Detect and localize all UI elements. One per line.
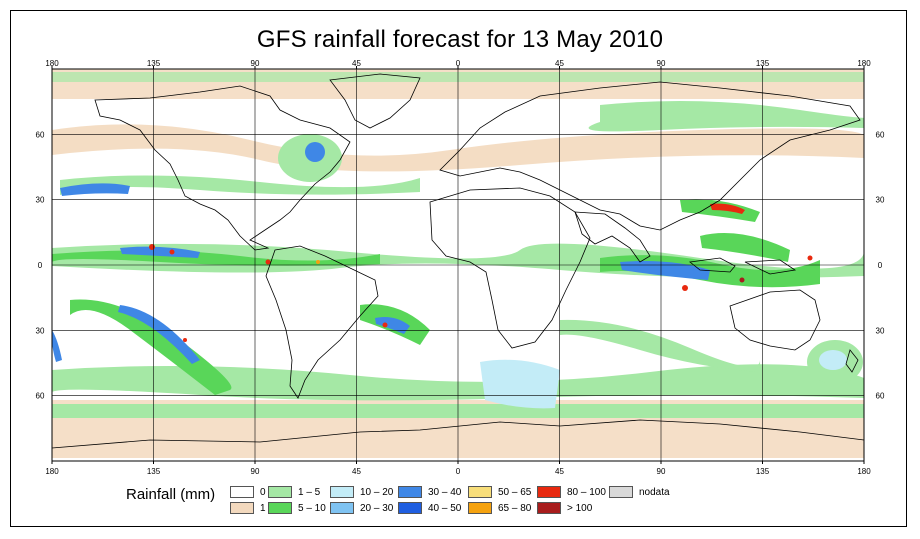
- legend-title: Rainfall (mm): [126, 486, 216, 503]
- legend-label: 50 – 65: [498, 486, 532, 498]
- legend-label: 0: [260, 486, 266, 498]
- lon-tick-label-top: 90: [657, 59, 666, 68]
- lon-tick-label-bottom: 0: [456, 467, 461, 476]
- lat-tick-label-right: 60: [876, 130, 885, 139]
- legend-entry: 1: [230, 502, 266, 514]
- lat-tick-label-left: 60: [36, 130, 45, 139]
- legend-entry: 50 – 65: [468, 486, 531, 498]
- legend-label: 65 – 80: [498, 502, 532, 514]
- legend-label: 30 – 40: [428, 486, 462, 498]
- legend-label: 40 – 50: [428, 502, 462, 514]
- legend-swatch: [330, 486, 354, 498]
- legend-entry: nodata: [609, 486, 670, 498]
- lon-tick-label-top: 0: [456, 59, 461, 68]
- lon-tick-label-top: 135: [147, 59, 161, 68]
- lon-tick-label-bottom: 180: [45, 467, 59, 476]
- lon-tick-label-top: 45: [352, 59, 361, 68]
- figure-frame: [10, 10, 907, 527]
- lat-tick-label-left: 0: [38, 261, 43, 270]
- legend-swatch: [398, 486, 422, 498]
- legend-label: nodata: [639, 486, 670, 498]
- lat-tick-label-left: 60: [36, 392, 45, 401]
- legend-entry: 65 – 80: [468, 502, 531, 514]
- legend-entry: 20 – 30: [330, 502, 393, 514]
- lon-tick-label-bottom: 45: [555, 467, 564, 476]
- legend-entry: > 100: [537, 502, 592, 514]
- legend-entry: 0: [230, 486, 266, 498]
- lat-tick-label-left: 30: [36, 326, 45, 335]
- legend-swatch: [537, 502, 561, 514]
- legend-entry: 10 – 20: [330, 486, 393, 498]
- legend-label: 5 – 10: [298, 502, 326, 514]
- legend-label: 10 – 20: [360, 486, 394, 498]
- lat-tick-label-right: 0: [878, 261, 883, 270]
- legend-entry: 80 – 100: [537, 486, 606, 498]
- lon-tick-label-top: 135: [756, 59, 770, 68]
- legend-swatch: [268, 502, 292, 514]
- lat-tick-label-left: 30: [36, 196, 45, 205]
- legend-swatch: [398, 502, 422, 514]
- legend-swatch: [468, 486, 492, 498]
- lon-tick-label-bottom: 135: [147, 467, 161, 476]
- lon-tick-label-bottom: 135: [756, 467, 770, 476]
- legend-label: 1: [260, 502, 266, 514]
- legend-label: > 100: [567, 502, 593, 514]
- lon-tick-label-bottom: 180: [857, 467, 871, 476]
- legend-entry: 30 – 40: [398, 486, 461, 498]
- legend-swatch: [330, 502, 354, 514]
- lon-tick-label-top: 45: [555, 59, 564, 68]
- legend-label: 20 – 30: [360, 502, 394, 514]
- lon-tick-label-top: 90: [251, 59, 260, 68]
- legend-swatch: [268, 486, 292, 498]
- legend-swatch: [230, 486, 254, 498]
- legend-label: 1 – 5: [298, 486, 321, 498]
- lat-tick-label-right: 60: [876, 392, 885, 401]
- graticule: [52, 69, 864, 461]
- legend-swatch: [537, 486, 561, 498]
- lon-tick-label-bottom: 90: [251, 467, 260, 476]
- legend-label: 80 – 100: [567, 486, 606, 498]
- legend-swatch: [230, 502, 254, 514]
- lon-tick-label-bottom: 90: [657, 467, 666, 476]
- lat-tick-label-right: 30: [876, 196, 885, 205]
- legend-entry: 1 – 5: [268, 486, 320, 498]
- lon-tick-label-top: 180: [45, 59, 59, 68]
- coastlines: [52, 73, 864, 449]
- map-title: GFS rainfall forecast for 13 May 2010: [256, 26, 664, 53]
- lon-tick-label-top: 180: [857, 59, 871, 68]
- legend-swatch: [609, 486, 633, 498]
- lon-tick-label-bottom: 45: [352, 467, 361, 476]
- legend-swatch: [468, 502, 492, 514]
- legend-entry: 40 – 50: [398, 502, 461, 514]
- legend-entry: 5 – 10: [268, 502, 326, 514]
- lat-tick-label-right: 30: [876, 326, 885, 335]
